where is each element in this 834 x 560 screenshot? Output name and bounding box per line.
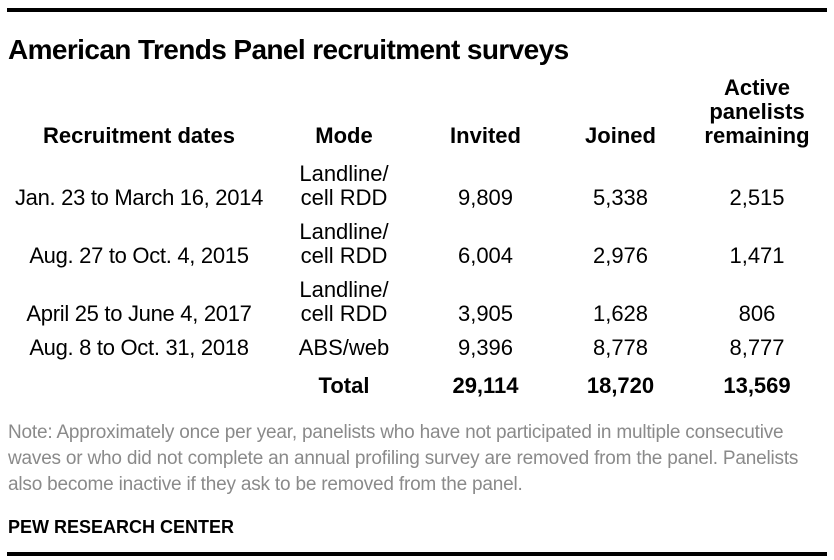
recruitment-table: Recruitment dates Mode Invited Joined Ac… [8, 76, 826, 398]
total-joined-cell: 18,720 [586, 373, 655, 398]
column-header-mode: Mode [315, 123, 373, 148]
invited-cell: 6,004 [457, 243, 514, 268]
mode-line-1: Landline/ [299, 277, 389, 302]
source-label: PEW RESEARCH CENTER [8, 517, 235, 537]
table-row: April 25 to June 4, 2017 Landline/ cell … [8, 268, 826, 326]
table-row: Aug. 8 to Oct. 31, 2018 ABS/web 9,396 8,… [8, 326, 826, 360]
note-text: Note: Approximately once per year, panel… [8, 422, 799, 495]
column-header-active-panelists-remaining: Active panelists remaining [704, 75, 810, 148]
joined-cell: 1,628 [592, 301, 649, 326]
table-row: Jan. 23 to March 16, 2014 Landline/ cell… [8, 152, 826, 210]
total-row: Total 29,114 18,720 13,569 [8, 360, 826, 398]
mode-line-1: Landline/ [299, 219, 389, 244]
column-header-recruitment-dates: Recruitment dates [43, 123, 235, 148]
mode-cell: ABS/web [270, 326, 418, 360]
column-header-invited: Invited [450, 123, 521, 148]
dates-cell: Aug. 27 to Oct. 4, 2015 [29, 243, 249, 268]
joined-cell: 2,976 [592, 243, 649, 268]
mode-cell: Landline/ cell RDD [270, 152, 418, 210]
active-cell: 806 [738, 301, 776, 326]
joined-cell: 5,338 [592, 185, 649, 210]
mode-cell: Landline/ cell RDD [270, 210, 418, 268]
total-empty-cell [8, 360, 270, 398]
mode-line-2: cell RDD [300, 185, 388, 210]
joined-cell: 8,778 [592, 335, 649, 360]
invited-cell: 9,809 [457, 185, 514, 210]
table-row: Aug. 27 to Oct. 4, 2015 Landline/ cell R… [8, 210, 826, 268]
top-rule [7, 8, 827, 12]
mode-line-1: ABS/web [298, 335, 390, 360]
active-cell: 1,471 [729, 243, 785, 268]
invited-cell: 3,905 [457, 301, 514, 326]
dates-cell: April 25 to June 4, 2017 [26, 301, 252, 326]
mode-line-1: Landline/ [299, 161, 389, 186]
total-invited-cell: 29,114 [452, 373, 519, 398]
invited-cell: 9,396 [457, 335, 514, 360]
total-label-cell: Total [318, 373, 370, 398]
total-active-cell: 13,569 [723, 373, 791, 398]
mode-cell: Landline/ cell RDD [270, 268, 418, 326]
mode-line-2: cell RDD [300, 301, 388, 326]
header-row: Recruitment dates Mode Invited Joined Ac… [8, 76, 826, 152]
column-header-joined: Joined [585, 123, 656, 148]
dates-cell: Jan. 23 to March 16, 2014 [14, 185, 264, 210]
active-cell: 2,515 [729, 185, 785, 210]
active-cell: 8,777 [729, 335, 785, 360]
bottom-rule [7, 552, 827, 556]
page-title: American Trends Panel recruitment survey… [8, 34, 569, 65]
mode-line-2: cell RDD [300, 243, 388, 268]
dates-cell: Aug. 8 to Oct. 31, 2018 [29, 335, 249, 360]
